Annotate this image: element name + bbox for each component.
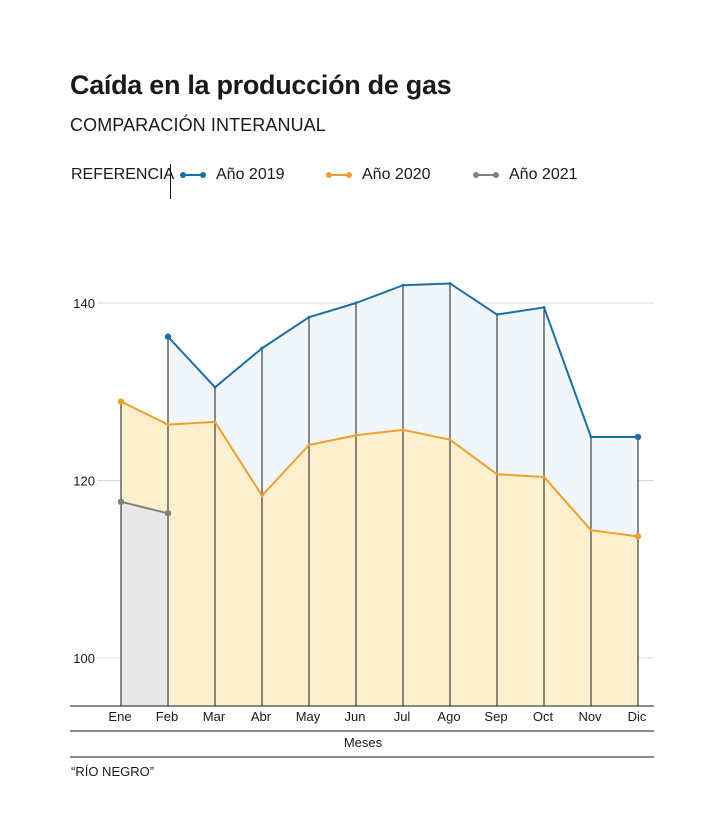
data-point-año-2019-sep — [495, 313, 499, 317]
data-point-año-2020-abr — [260, 494, 264, 498]
legend-label-2020: Año 2020 — [362, 166, 431, 183]
data-point-año-2020-may — [307, 443, 311, 447]
data-point-año-2020-sep — [495, 472, 499, 476]
y-tick-label: 120 — [73, 474, 95, 489]
data-point-año-2019-jun — [354, 301, 358, 305]
legend-item-2019: Año 2019 — [180, 166, 285, 184]
y-tick-label: 100 — [73, 651, 95, 666]
series-start-marker-año-2020 — [117, 398, 125, 405]
series-start-marker-año-2019 — [164, 333, 172, 340]
legend-item-2020: Año 2020 — [326, 166, 431, 184]
x-tick-label-dic: Dic — [628, 709, 647, 724]
x-tick-label-jun: Jun — [345, 709, 366, 724]
x-tick-label-abr: Abr — [251, 709, 272, 724]
data-point-año-2019-abr — [260, 346, 264, 350]
legend-label-2021: Año 2021 — [509, 166, 578, 183]
x-tick-label-ene: Ene — [108, 709, 131, 724]
series-line-año-2020 — [120, 400, 639, 538]
x-tick-label-mar: Mar — [203, 709, 226, 724]
data-point-año-2019-ago — [448, 281, 452, 285]
data-point-año-2020-feb — [166, 423, 170, 427]
x-tick-label-may: May — [296, 709, 321, 724]
source-credit: “RÍO NEGRO” — [71, 764, 155, 779]
area-año-2021 — [121, 501, 168, 706]
series-end-marker-año-2021 — [164, 510, 172, 517]
series-end-marker-año-2020 — [634, 533, 642, 540]
data-point-año-2019-oct — [542, 305, 546, 309]
data-point-año-2019-nov — [589, 435, 593, 439]
legend-swatch-2021 — [473, 170, 499, 180]
legend-item-2021: Año 2021 — [473, 166, 578, 184]
data-point-año-2020-jun — [354, 433, 358, 437]
x-tick-label-jul: Jul — [394, 709, 411, 724]
x-tick-label-feb: Feb — [156, 709, 178, 724]
data-point-año-2019-jul — [401, 283, 405, 287]
legend-swatch-2020 — [326, 170, 352, 180]
legend-divider — [170, 164, 171, 199]
legend-title: REFERENCIA — [71, 166, 175, 183]
data-point-año-2020-oct — [542, 475, 546, 479]
x-tick-label-nov: Nov — [578, 709, 602, 724]
data-point-año-2019-mar — [213, 385, 217, 389]
series-line-año-2021 — [120, 500, 169, 515]
series-end-marker-año-2019 — [634, 433, 642, 441]
data-point-año-2020-mar — [213, 420, 217, 424]
chart-subtitle: COMPARACIÓN INTERANUAL — [70, 115, 326, 135]
data-point-año-2020-nov — [589, 528, 593, 532]
x-axis-title: Meses — [344, 735, 383, 750]
data-point-año-2020-ago — [448, 438, 452, 442]
chart-title: Caída en la producción de gas — [70, 70, 452, 100]
data-point-año-2019-may — [307, 315, 311, 319]
legend-swatch-2019 — [180, 170, 206, 180]
x-tick-label-ago: Ago — [437, 709, 460, 724]
legend-label-2019: Año 2019 — [216, 166, 285, 183]
x-tick-label-oct: Oct — [533, 709, 554, 724]
series-start-marker-año-2021 — [117, 498, 125, 505]
x-tick-label-sep: Sep — [484, 709, 507, 724]
data-point-año-2020-jul — [401, 428, 405, 432]
y-tick-label: 140 — [73, 296, 95, 311]
